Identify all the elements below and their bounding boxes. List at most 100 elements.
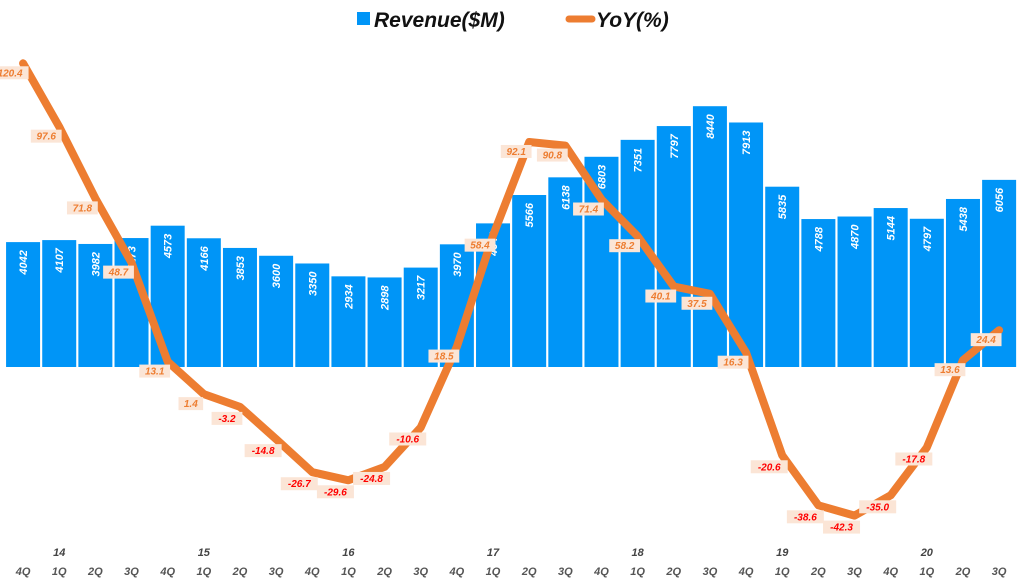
x-year-label-18: 18	[632, 547, 645, 559]
yoy-label-bg-15	[536, 148, 568, 162]
yoy-label-16: 71.4	[579, 205, 599, 216]
bar-6	[222, 247, 257, 367]
bar-label-14: 5566	[524, 202, 536, 227]
x-year-label-20: 20	[920, 547, 934, 559]
bar-label-5: 4166	[199, 245, 211, 271]
x-tick-23: 3Q	[847, 566, 862, 578]
yoy-label-bg-9	[316, 485, 354, 499]
bar-25	[909, 218, 944, 367]
yoy-label-bg-10	[353, 471, 391, 485]
bar-label-27: 6056	[994, 187, 1006, 212]
legend-revenue-swatch	[357, 12, 370, 25]
bar-label-8: 3350	[307, 271, 319, 296]
yoy-label-bg-3	[103, 265, 134, 279]
x-tick-16: 4Q	[593, 566, 609, 578]
yoy-label-bg-4	[139, 364, 171, 378]
bar-label-9: 2934	[343, 284, 355, 309]
bar-24	[873, 208, 908, 367]
bar-2	[78, 243, 113, 367]
x-tick-3: 3Q	[124, 566, 139, 578]
yoy-label-bg-1	[30, 129, 62, 143]
x-tick-5: 1Q	[196, 566, 211, 578]
x-tick-27: 3Q	[992, 566, 1007, 578]
yoy-label-0: 120.4	[0, 68, 23, 79]
yoy-label-bg-11	[389, 432, 427, 446]
x-year-label-19: 19	[776, 547, 789, 559]
yoy-label-bg-0	[0, 66, 29, 80]
bar-label-10: 2898	[380, 285, 392, 311]
yoy-label-bg-18	[645, 289, 677, 303]
yoy-label-8: -26.7	[288, 479, 311, 490]
yoy-label-9: -29.6	[324, 487, 347, 498]
yoy-label-4: 13.1	[145, 367, 165, 378]
x-tick-6: 2Q	[232, 566, 248, 578]
yoy-label-10: -24.8	[360, 474, 383, 485]
x-tick-14: 2Q	[521, 566, 537, 578]
yoy-label-20: 16.3	[723, 358, 743, 369]
yoy-label-19: 37.5	[687, 299, 707, 310]
yoy-label-14: 92.1	[506, 147, 526, 158]
bar-label-23: 4870	[850, 224, 862, 250]
bar-23	[837, 216, 872, 367]
yoy-label-25: -17.8	[902, 454, 925, 465]
bar-label-19: 8440	[705, 113, 717, 138]
bar-1	[42, 240, 77, 367]
x-tick-2: 2Q	[87, 566, 103, 578]
x-tick-0: 4Q	[15, 566, 31, 578]
legend-revenue-label: Revenue($M)	[374, 9, 505, 32]
bar-label-4: 4573	[163, 234, 175, 259]
bar-label-22: 4788	[813, 226, 825, 252]
yoy-label-3: 48.7	[108, 268, 129, 279]
bar-10	[367, 277, 402, 367]
bar-18	[656, 126, 691, 368]
x-tick-20: 4Q	[738, 566, 754, 578]
x-tick-1: 1Q	[52, 566, 67, 578]
bar-label-12: 3970	[452, 251, 464, 276]
bar-label-18: 7797	[669, 133, 681, 158]
yoy-label-bg-24	[859, 500, 897, 514]
bar-20	[729, 122, 764, 367]
bar-16	[584, 156, 619, 367]
x-axis: 4Q 1Q 2Q 3Q 4Q 1Q 2Q 3Q 4Q 1Q 2Q 3Q 4Q 1Q 2Q 3Q 4Q 1Q 2Q 3Q…	[15, 547, 1007, 578]
yoy-label-bg-21	[750, 460, 788, 474]
bar-22	[801, 219, 836, 367]
x-tick-7: 3Q	[269, 566, 284, 578]
x-tick-21: 1Q	[775, 566, 790, 578]
x-year-label-17: 17	[487, 547, 500, 559]
bar-label-2: 3982	[90, 252, 102, 276]
bar-label-0: 4042	[18, 250, 30, 275]
yoy-label-bg-25	[895, 452, 933, 466]
bar-0	[6, 242, 41, 367]
bar-label-21: 5835	[777, 194, 789, 219]
x-year-label-16: 16	[342, 547, 355, 559]
x-tick-17: 1Q	[630, 566, 645, 578]
yoy-line-group	[19, 59, 1004, 520]
yoy-label-bg-23	[823, 520, 861, 534]
bar-label-7: 3600	[271, 263, 283, 288]
x-tick-13: 1Q	[486, 566, 501, 578]
x-tick-15: 3Q	[558, 566, 573, 578]
x-tick-9: 1Q	[341, 566, 356, 578]
yoy-label-bg-2	[66, 201, 98, 215]
yoy-label-bg-20	[717, 355, 749, 369]
bar-label-6: 3853	[235, 256, 247, 280]
yoy-line	[19, 59, 1004, 520]
yoy-label-2: 71.8	[73, 203, 93, 214]
bar-8	[295, 263, 330, 367]
yoy-label-11: -10.6	[396, 434, 419, 445]
bar-19	[692, 106, 727, 367]
bar-label-20: 7913	[741, 130, 753, 154]
x-tick-11: 3Q	[413, 566, 428, 578]
bar-label-1: 4107	[54, 247, 66, 273]
bar-14	[512, 195, 547, 367]
bar-label-24: 5144	[886, 216, 898, 240]
x-tick-10: 2Q	[376, 566, 392, 578]
legend-yoy-label: YoY(%)	[596, 9, 669, 32]
bar-21	[765, 186, 800, 367]
yoy-label-24: -35.0	[866, 502, 889, 513]
yoy-label-bg-27	[970, 333, 1002, 347]
x-year-label-14: 14	[53, 547, 65, 559]
bar-9	[331, 276, 366, 367]
